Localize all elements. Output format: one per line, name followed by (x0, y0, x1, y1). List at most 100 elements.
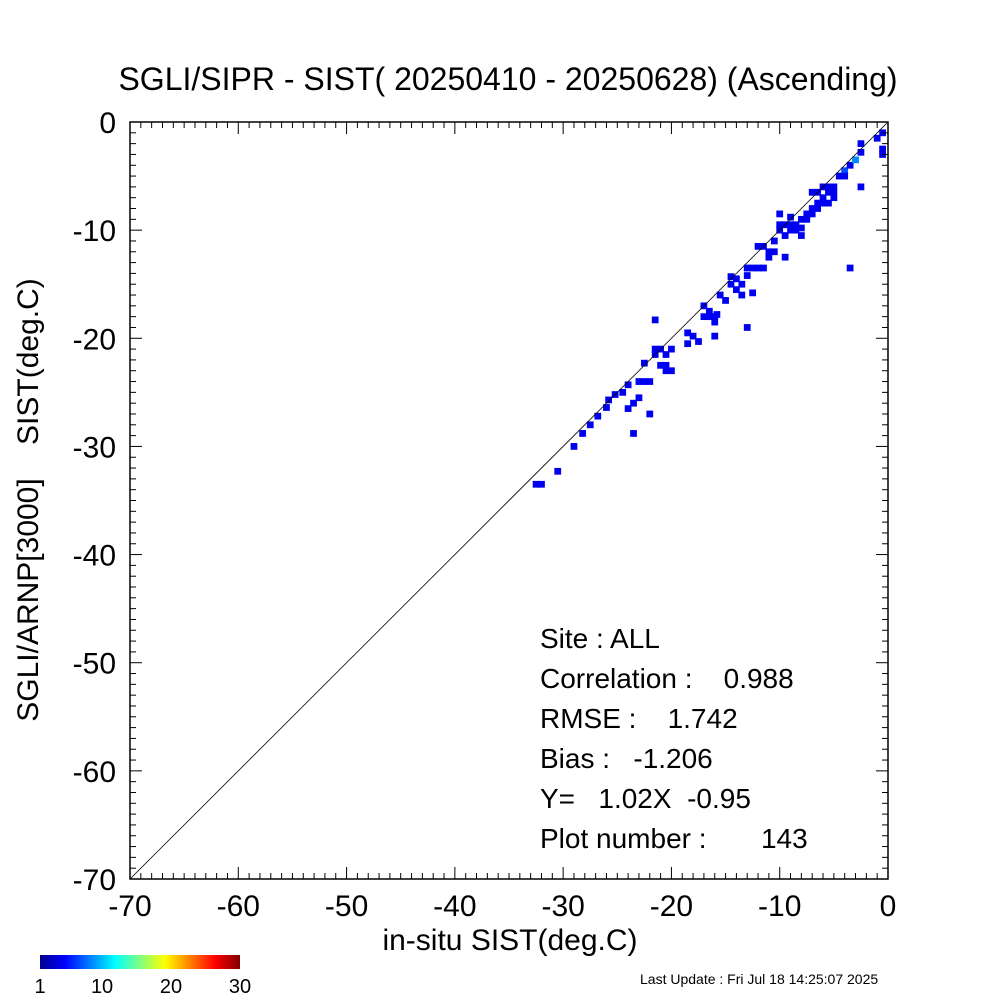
data-cell (640, 359, 648, 367)
data-cell (814, 199, 821, 207)
data-cell (787, 226, 794, 234)
stat-bias: Bias : -1.206 (540, 743, 713, 774)
data-cell (624, 381, 632, 389)
data-cell (635, 394, 643, 402)
colorbar-gradient (40, 955, 240, 969)
x-tick-labels: -70 -60 -50 -40 -30 -20 -10 0 (108, 890, 896, 923)
data-cell (857, 140, 865, 148)
data-cell (819, 194, 827, 202)
data-cell (668, 367, 675, 375)
data-cell (808, 205, 816, 212)
stat-rmse: RMSE : 1.742 (540, 703, 738, 734)
data-cell (733, 286, 740, 294)
data-cell (841, 172, 849, 180)
data-cell (825, 188, 832, 196)
data-cell (808, 188, 816, 196)
data-cell (808, 210, 816, 218)
data-cell (716, 291, 724, 299)
data-cell (879, 145, 886, 153)
colorbar-ticks: 1 10 20 30 (34, 976, 251, 998)
y-tick-label: -20 (73, 323, 116, 356)
data-cell (722, 297, 729, 304)
colorbar-tick-label: 30 (229, 976, 251, 998)
data-cell (749, 264, 757, 272)
data-cell (586, 421, 594, 429)
y-tick-label: -30 (73, 431, 116, 464)
axis-ticks (129, 121, 889, 880)
data-cell (594, 412, 602, 420)
data-cell (825, 199, 832, 207)
data-cell (711, 332, 719, 340)
data-cell (630, 399, 637, 407)
data-cell (846, 161, 854, 169)
y-axis-label: SGLI/ARNP[3000] SIST(deg.C) (12, 278, 45, 722)
chart-title: SGLI/SIPR - SIST( 20250410 - 20250628) (… (118, 61, 897, 97)
data-cell (646, 378, 654, 385)
data-cell (846, 264, 854, 272)
data-cell (819, 199, 827, 207)
data-cell (803, 215, 811, 223)
y-tick-label: -10 (73, 215, 116, 248)
data-cell (852, 156, 859, 164)
data-cell (765, 253, 773, 261)
data-cell (695, 338, 702, 345)
data-cell (873, 134, 881, 142)
y-tick-label: -70 (73, 864, 116, 897)
x-tick-label: -20 (650, 890, 693, 923)
x-tick-label: -70 (108, 890, 151, 923)
data-cell (841, 167, 849, 175)
data-cell (738, 291, 746, 299)
data-cell (781, 232, 789, 239)
data-cell (579, 430, 587, 437)
x-axis-label: in-situ SIST(deg.C) (382, 924, 637, 957)
data-cell (770, 237, 778, 245)
data-cell (711, 318, 719, 326)
data-cell (830, 188, 838, 196)
data-cell (651, 345, 659, 353)
stat-correlation: Correlation : 0.988 (540, 663, 794, 694)
data-cell (624, 405, 632, 412)
x-tick-label: -10 (758, 890, 801, 923)
data-cell (630, 430, 637, 437)
data-cell (797, 224, 805, 232)
data-cell (797, 215, 805, 223)
data-cell (705, 307, 713, 315)
data-cell (743, 264, 751, 272)
x-tick-label: -60 (217, 890, 260, 923)
data-cell (803, 210, 811, 218)
data-cell (830, 194, 838, 202)
data-cell (651, 316, 659, 324)
stat-regression: Y= 1.02X -0.95 (540, 783, 751, 814)
data-cell (711, 313, 719, 321)
data-cell (727, 280, 735, 288)
last-update: Last Update : Fri Jul 18 14:25:07 2025 (640, 971, 878, 987)
data-cell (662, 351, 670, 358)
data-cell (830, 183, 838, 191)
data-cell (605, 396, 613, 404)
data-cell (743, 324, 751, 331)
x-tick-label: -50 (325, 890, 368, 923)
data-cell (684, 340, 692, 348)
data-cell (787, 221, 794, 229)
colorbar-tick-label: 20 (160, 976, 182, 998)
data-cell (640, 378, 648, 385)
data-cell (657, 361, 664, 369)
data-cell (700, 313, 708, 321)
stats-block: Site : ALL Correlation : 0.988 RMSE : 1.… (540, 623, 808, 854)
data-cell (635, 378, 643, 385)
data-cell (619, 388, 627, 396)
data-cell (792, 226, 800, 234)
data-cell (727, 273, 735, 281)
y-tick-label: -50 (73, 648, 116, 681)
data-cell (825, 183, 832, 191)
data-cells (532, 129, 886, 488)
data-cell (760, 264, 767, 272)
data-cell (733, 275, 740, 283)
stat-plot-number: Plot number : 143 (540, 823, 808, 854)
data-cell (857, 148, 865, 156)
data-cell (749, 289, 757, 297)
x-tick-label: -30 (541, 890, 584, 923)
colorbar-tick-label: 1 (34, 976, 45, 998)
data-cell (554, 467, 562, 475)
data-cell (743, 272, 751, 279)
